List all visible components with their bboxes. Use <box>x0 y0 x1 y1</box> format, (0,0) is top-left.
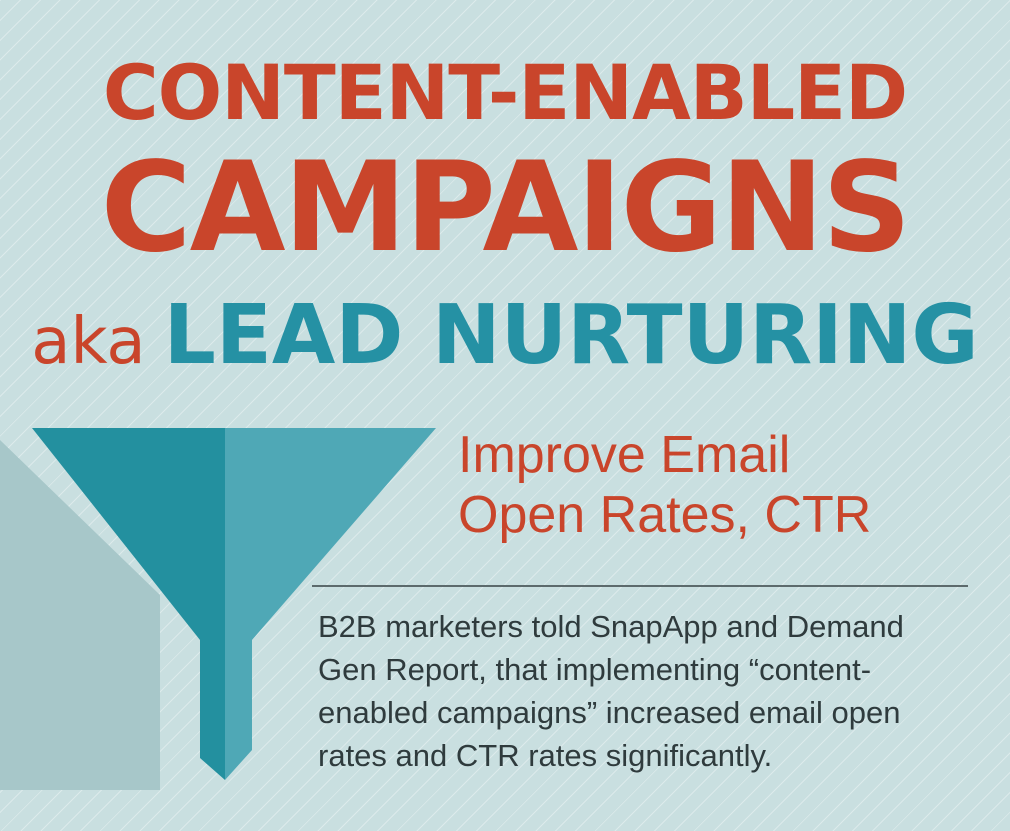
lead-nurturing-label: LEAD NURTURING <box>163 288 979 383</box>
title-line-3: aka LEAD NURTURING <box>0 286 1010 392</box>
funnel-right-half <box>225 428 436 780</box>
body-line-1: B2B marketers told SnapApp and Demand <box>318 609 904 644</box>
body-line-4: rates and CTR rates significantly. <box>318 738 773 773</box>
funnel-icon <box>0 428 436 790</box>
divider <box>312 585 968 587</box>
funnel-background-shape <box>0 440 160 790</box>
subheading: Improve Email Open Rates, CTR <box>458 425 998 545</box>
body-paragraph: B2B marketers told SnapApp and Demand Ge… <box>318 605 958 777</box>
subheading-line-1: Improve Email <box>458 426 791 484</box>
body-line-3: enabled campaigns” increased email open <box>318 695 901 730</box>
subheading-line-2: Open Rates, CTR <box>458 486 872 544</box>
aka-label: aka <box>31 305 146 379</box>
title-line-1: CONTENT-ENABLED <box>102 48 908 137</box>
title-line-2: CAMPAIGNS <box>100 136 912 280</box>
funnel-left-half <box>32 428 225 780</box>
body-line-2: Gen Report, that implementing “content- <box>318 652 872 687</box>
